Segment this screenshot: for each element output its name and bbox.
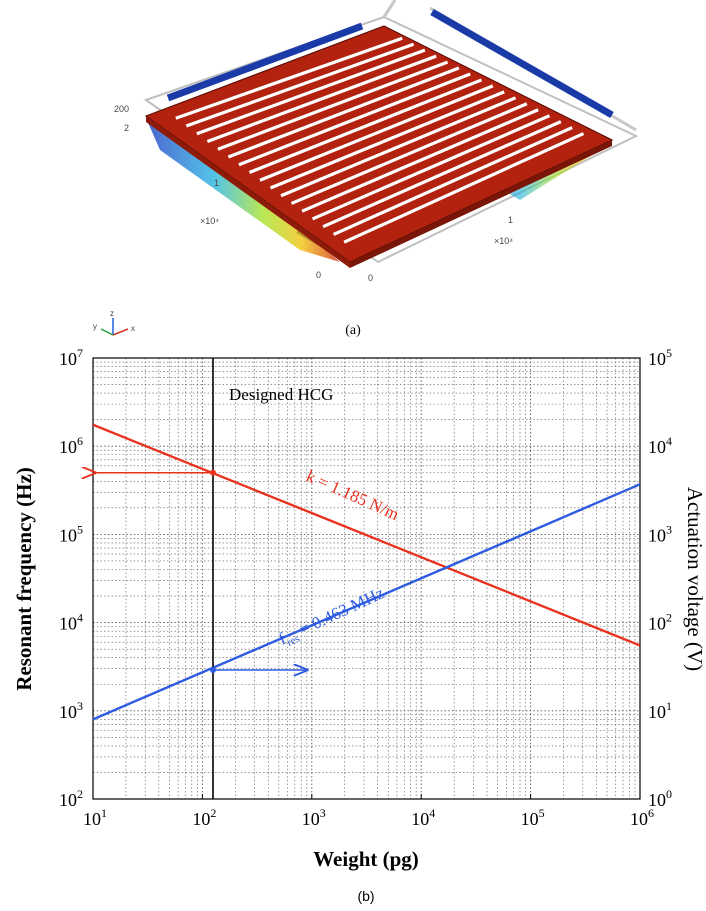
grating-slit: [311, 114, 551, 221]
left-axis-tick-1: 1: [214, 178, 219, 188]
f-res-label: fres = 0.463 MHz: [276, 583, 389, 651]
tick-label: 103: [648, 522, 672, 545]
tick-label: 104: [59, 611, 83, 634]
grating-slit: [175, 36, 403, 120]
grating-slit: [248, 78, 483, 174]
tick-label: 102: [192, 806, 216, 829]
tick-label: 101: [83, 806, 107, 829]
grating-slit: [206, 54, 437, 143]
grating-slit: [196, 48, 426, 136]
frequency-line: [92, 423, 641, 647]
grating-slit: [343, 132, 585, 244]
designed-hcg-label: Designed HCG: [229, 385, 333, 404]
grating-slit: [322, 120, 562, 229]
tick-label: 107: [59, 346, 83, 369]
grating-slit: [217, 60, 449, 151]
z-tick: 2: [124, 123, 129, 133]
tick-label: 106: [630, 806, 654, 829]
grating-slits: [175, 36, 585, 244]
tick-label: 105: [648, 346, 672, 369]
svg-text:z: z: [110, 309, 114, 318]
left-axis-exponent: ×10⁴: [200, 216, 219, 226]
grating-slit: [259, 84, 494, 182]
grating-slit: [185, 42, 415, 128]
grating-slit: [290, 102, 528, 205]
series-layer: [92, 358, 641, 799]
left-y-ticks: 102 103 104 105 106 107: [59, 346, 83, 810]
end-strip: [430, 8, 614, 119]
left-axis-tick-0: 0: [316, 270, 321, 280]
x-ticks: 101 102 103 104 105 106: [83, 794, 654, 829]
annotation-layer: Designed HCG k = 1.185 N/m fres = 0.463 …: [229, 385, 402, 651]
tick-label: 101: [648, 699, 672, 722]
grating-slit: [227, 66, 460, 159]
caption-a: (a): [345, 323, 361, 338]
svg-text:x: x: [131, 324, 135, 333]
tick-label: 100: [648, 787, 672, 810]
tick-label: 103: [59, 699, 83, 722]
tick-label: 105: [59, 522, 83, 545]
grid: [93, 358, 640, 799]
grating-slit: [301, 108, 539, 213]
grating-slit: [280, 96, 517, 198]
tick-label: 102: [59, 787, 83, 810]
svg-text:y: y: [93, 322, 97, 331]
tick-label: 104: [411, 806, 435, 829]
tick-label: 106: [59, 434, 83, 457]
mode-shape-panel: 200 2 1 ×10⁴ 0 0 1 ×10⁴ z x y (a): [93, 0, 639, 338]
tick-label: 102: [648, 611, 672, 634]
grating-slit: [269, 90, 505, 190]
voltage-line: [92, 483, 641, 721]
x-axis-label: Weight (pg): [313, 847, 419, 871]
right-y-ticks: 100 101 102 103 104 105: [648, 346, 672, 810]
right-axis-label: Actuation voltage (V): [683, 487, 706, 671]
caption-b: (b): [357, 888, 374, 904]
end-strip: [166, 22, 364, 102]
axis-triad-icon: z x y: [93, 309, 135, 336]
right-axis-tick-0: 0: [368, 273, 373, 283]
tick-label: 104: [648, 434, 672, 457]
z-tick-top: 200: [114, 104, 129, 114]
plot-area: [92, 357, 641, 800]
right-axis-exponent: ×10⁴: [494, 236, 513, 246]
tick-label: 103: [302, 806, 326, 829]
grating-slit: [238, 72, 471, 167]
grating-slit: [332, 126, 573, 236]
left-axis-label: Resonant frequency (Hz): [12, 467, 36, 691]
right-axis-tick-1: 1: [508, 215, 513, 225]
tick-label: 105: [521, 806, 545, 829]
